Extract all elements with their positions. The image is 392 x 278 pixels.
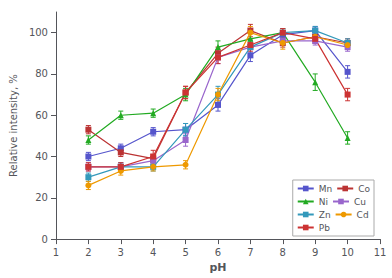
svg-text:Relative intensity, %: Relative intensity, % xyxy=(8,74,19,177)
svg-text:1: 1 xyxy=(53,247,59,258)
svg-text:Pb: Pb xyxy=(319,223,330,233)
svg-text:9: 9 xyxy=(312,247,318,258)
svg-text:10: 10 xyxy=(341,247,354,258)
svg-text:8: 8 xyxy=(280,247,286,258)
svg-text:3: 3 xyxy=(118,247,124,258)
svg-text:Co: Co xyxy=(358,184,370,194)
svg-text:100: 100 xyxy=(29,27,48,38)
svg-text:7: 7 xyxy=(247,247,253,258)
svg-text:6: 6 xyxy=(215,247,221,258)
svg-text:5: 5 xyxy=(182,247,188,258)
svg-text:4: 4 xyxy=(150,247,156,258)
svg-text:Mn: Mn xyxy=(319,184,332,194)
svg-text:Cd: Cd xyxy=(357,210,369,220)
svg-text:Zn: Zn xyxy=(319,210,331,220)
svg-text:60: 60 xyxy=(35,110,48,121)
svg-text:pH: pH xyxy=(209,261,226,274)
svg-text:0: 0 xyxy=(42,234,48,245)
svg-text:11: 11 xyxy=(374,247,387,258)
svg-text:2: 2 xyxy=(85,247,91,258)
svg-text:20: 20 xyxy=(35,192,48,203)
svg-text:Ni: Ni xyxy=(319,197,328,207)
svg-text:Cu: Cu xyxy=(354,197,366,207)
svg-text:40: 40 xyxy=(35,151,48,162)
svg-text:80: 80 xyxy=(35,68,48,79)
